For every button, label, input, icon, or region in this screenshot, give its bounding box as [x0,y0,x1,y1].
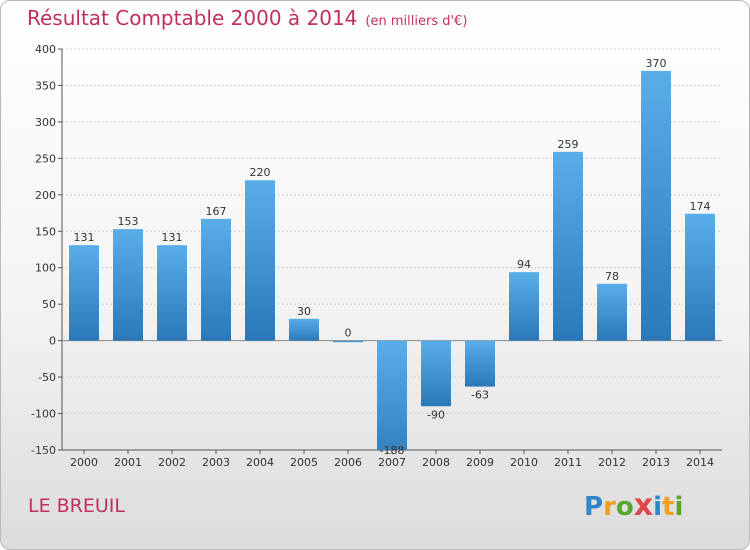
y-tick-label: -150 [31,444,56,457]
value-label: 167 [206,205,227,218]
logo-letter: P [584,492,604,522]
chart-title-text: Résultat Comptable 2000 à 2014 [27,6,358,30]
y-tick-label: -50 [38,371,56,384]
value-label: -188 [380,444,405,457]
logo-letter: o [615,492,634,522]
y-tick-label: -100 [31,408,56,421]
bar [377,340,407,450]
bar [289,318,319,341]
logo-letter: i [653,492,663,522]
x-tick-label: 2005 [290,456,318,469]
value-label: 131 [162,231,183,244]
bar [685,213,715,341]
bar-layer [69,70,715,450]
y-tick-label: 300 [35,116,56,129]
proxiti-logo: Proxiti [584,488,683,523]
x-tick-label: 2006 [334,456,362,469]
bar [641,70,671,341]
y-tick-label: 350 [35,79,56,92]
x-tick-label: 2007 [378,456,406,469]
value-label: -63 [471,389,489,402]
value-label: 0 [345,327,352,340]
y-tick-label: 250 [35,152,56,165]
value-label: 78 [605,270,619,283]
bar [421,340,451,407]
value-label: 94 [517,258,531,271]
value-label: 30 [297,305,311,318]
value-label: -90 [427,408,445,421]
y-tick-label: 200 [35,189,56,202]
x-tick-label: 2000 [70,456,98,469]
value-label: 174 [690,200,711,213]
value-label: 259 [558,138,579,151]
bar [465,340,495,387]
y-tick-label: 0 [49,335,56,348]
bar [113,229,143,341]
x-tick-label: 2002 [158,456,186,469]
x-tick-label: 2014 [686,456,714,469]
bar [597,283,627,341]
logo-letter: i [674,492,684,522]
logo-letter: r [603,492,616,522]
bar [69,245,99,341]
x-tick-label: 2003 [202,456,230,469]
chart-subtitle: (en milliers d'€) [365,14,468,29]
bar [157,245,187,341]
x-tick-label: 2013 [642,456,670,469]
bar [553,151,583,341]
bar [201,218,231,341]
bar [333,340,363,343]
x-tick-label: 2010 [510,456,538,469]
y-tick-label: 50 [42,298,56,311]
x-tick-label: 2004 [246,456,274,469]
commune-name: LE BREUIL [28,495,125,517]
value-label: 131 [74,231,95,244]
x-tick-label: 2009 [466,456,494,469]
bar [509,272,539,341]
x-tick-label: 2011 [554,456,582,469]
y-tick-label: 100 [35,262,56,275]
bar [245,180,275,341]
y-tick-label: 400 [35,43,56,56]
logo-letter: t [662,492,675,522]
value-label: 153 [118,215,139,228]
chart-title: Résultat Comptable 2000 à 2014 (en millie… [27,6,467,30]
logo-letter: x [633,488,654,523]
value-label: 370 [646,57,667,70]
y-tick-label: 150 [35,225,56,238]
x-tick-label: 2008 [422,456,450,469]
value-label: 220 [250,166,271,179]
x-tick-label: 2012 [598,456,626,469]
x-tick-label: 2001 [114,456,142,469]
label-layer: 131 2000 153 2001 131 2002 167 2003 220 2004 30 200… [70,57,714,469]
